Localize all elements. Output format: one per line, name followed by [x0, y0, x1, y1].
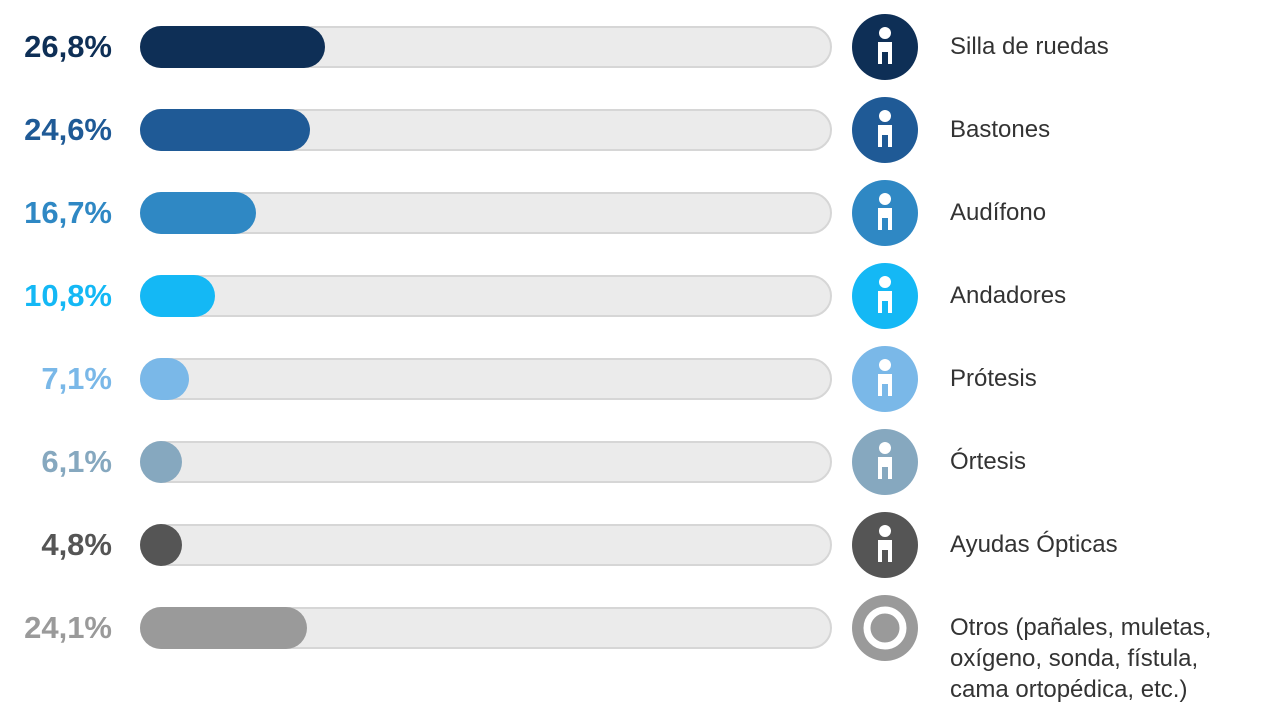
icon-glyph [879, 110, 891, 122]
bar [140, 109, 311, 151]
category-label: Prótesis [950, 365, 1037, 392]
value-label: 4,8% [41, 527, 112, 562]
icon-glyph [879, 525, 891, 537]
bar-track [140, 275, 832, 317]
value-label: 26,8% [24, 29, 112, 64]
icon [852, 346, 918, 412]
icon [852, 512, 918, 578]
value-label: 24,6% [24, 112, 112, 147]
bar [140, 441, 183, 483]
bar [140, 358, 190, 400]
icon [852, 180, 918, 246]
icon-ring [863, 606, 907, 650]
icon [852, 429, 918, 495]
icon-glyph [878, 291, 892, 313]
category-label: Andadores [950, 282, 1067, 309]
icon-glyph [879, 276, 891, 288]
bar [140, 26, 326, 68]
value-label: 16,7% [24, 195, 112, 230]
icon [852, 14, 918, 80]
bar-track [140, 441, 832, 483]
bar-track [140, 192, 832, 234]
icon-glyph [879, 359, 891, 371]
category-label: Audífono [950, 199, 1047, 226]
icon-glyph [879, 27, 891, 39]
icon-glyph [878, 540, 892, 562]
value-label: 7,1% [41, 361, 112, 396]
icon-glyph [878, 374, 892, 396]
bar-track [140, 607, 832, 649]
category-label: Bastones [950, 116, 1051, 143]
bar [140, 192, 256, 234]
bar-track [140, 26, 832, 68]
bar-track [140, 358, 832, 400]
icon-glyph [878, 125, 892, 147]
icon [852, 97, 918, 163]
bar-track [140, 109, 832, 151]
value-label: 10,8% [24, 278, 112, 313]
bar [140, 607, 307, 649]
category-label: Ayudas Ópticas [950, 531, 1118, 558]
icon-circle [852, 595, 918, 661]
icon-glyph [878, 42, 892, 64]
icon [852, 263, 918, 329]
icon-glyph [879, 193, 891, 205]
icon-glyph [878, 208, 892, 230]
icon-glyph [878, 457, 892, 479]
bar [140, 275, 215, 317]
bar-track [140, 524, 832, 566]
icon-glyph [879, 442, 891, 454]
category-label: Órtesis [950, 448, 1027, 475]
category-label: Otros (pañales, muletas, oxígeno, sonda,… [950, 614, 1212, 703]
category-label: Silla de ruedas [950, 33, 1109, 60]
value-label: 6,1% [41, 444, 112, 479]
bar [140, 524, 182, 566]
value-label: 24,1% [24, 610, 112, 645]
icon [852, 595, 918, 661]
